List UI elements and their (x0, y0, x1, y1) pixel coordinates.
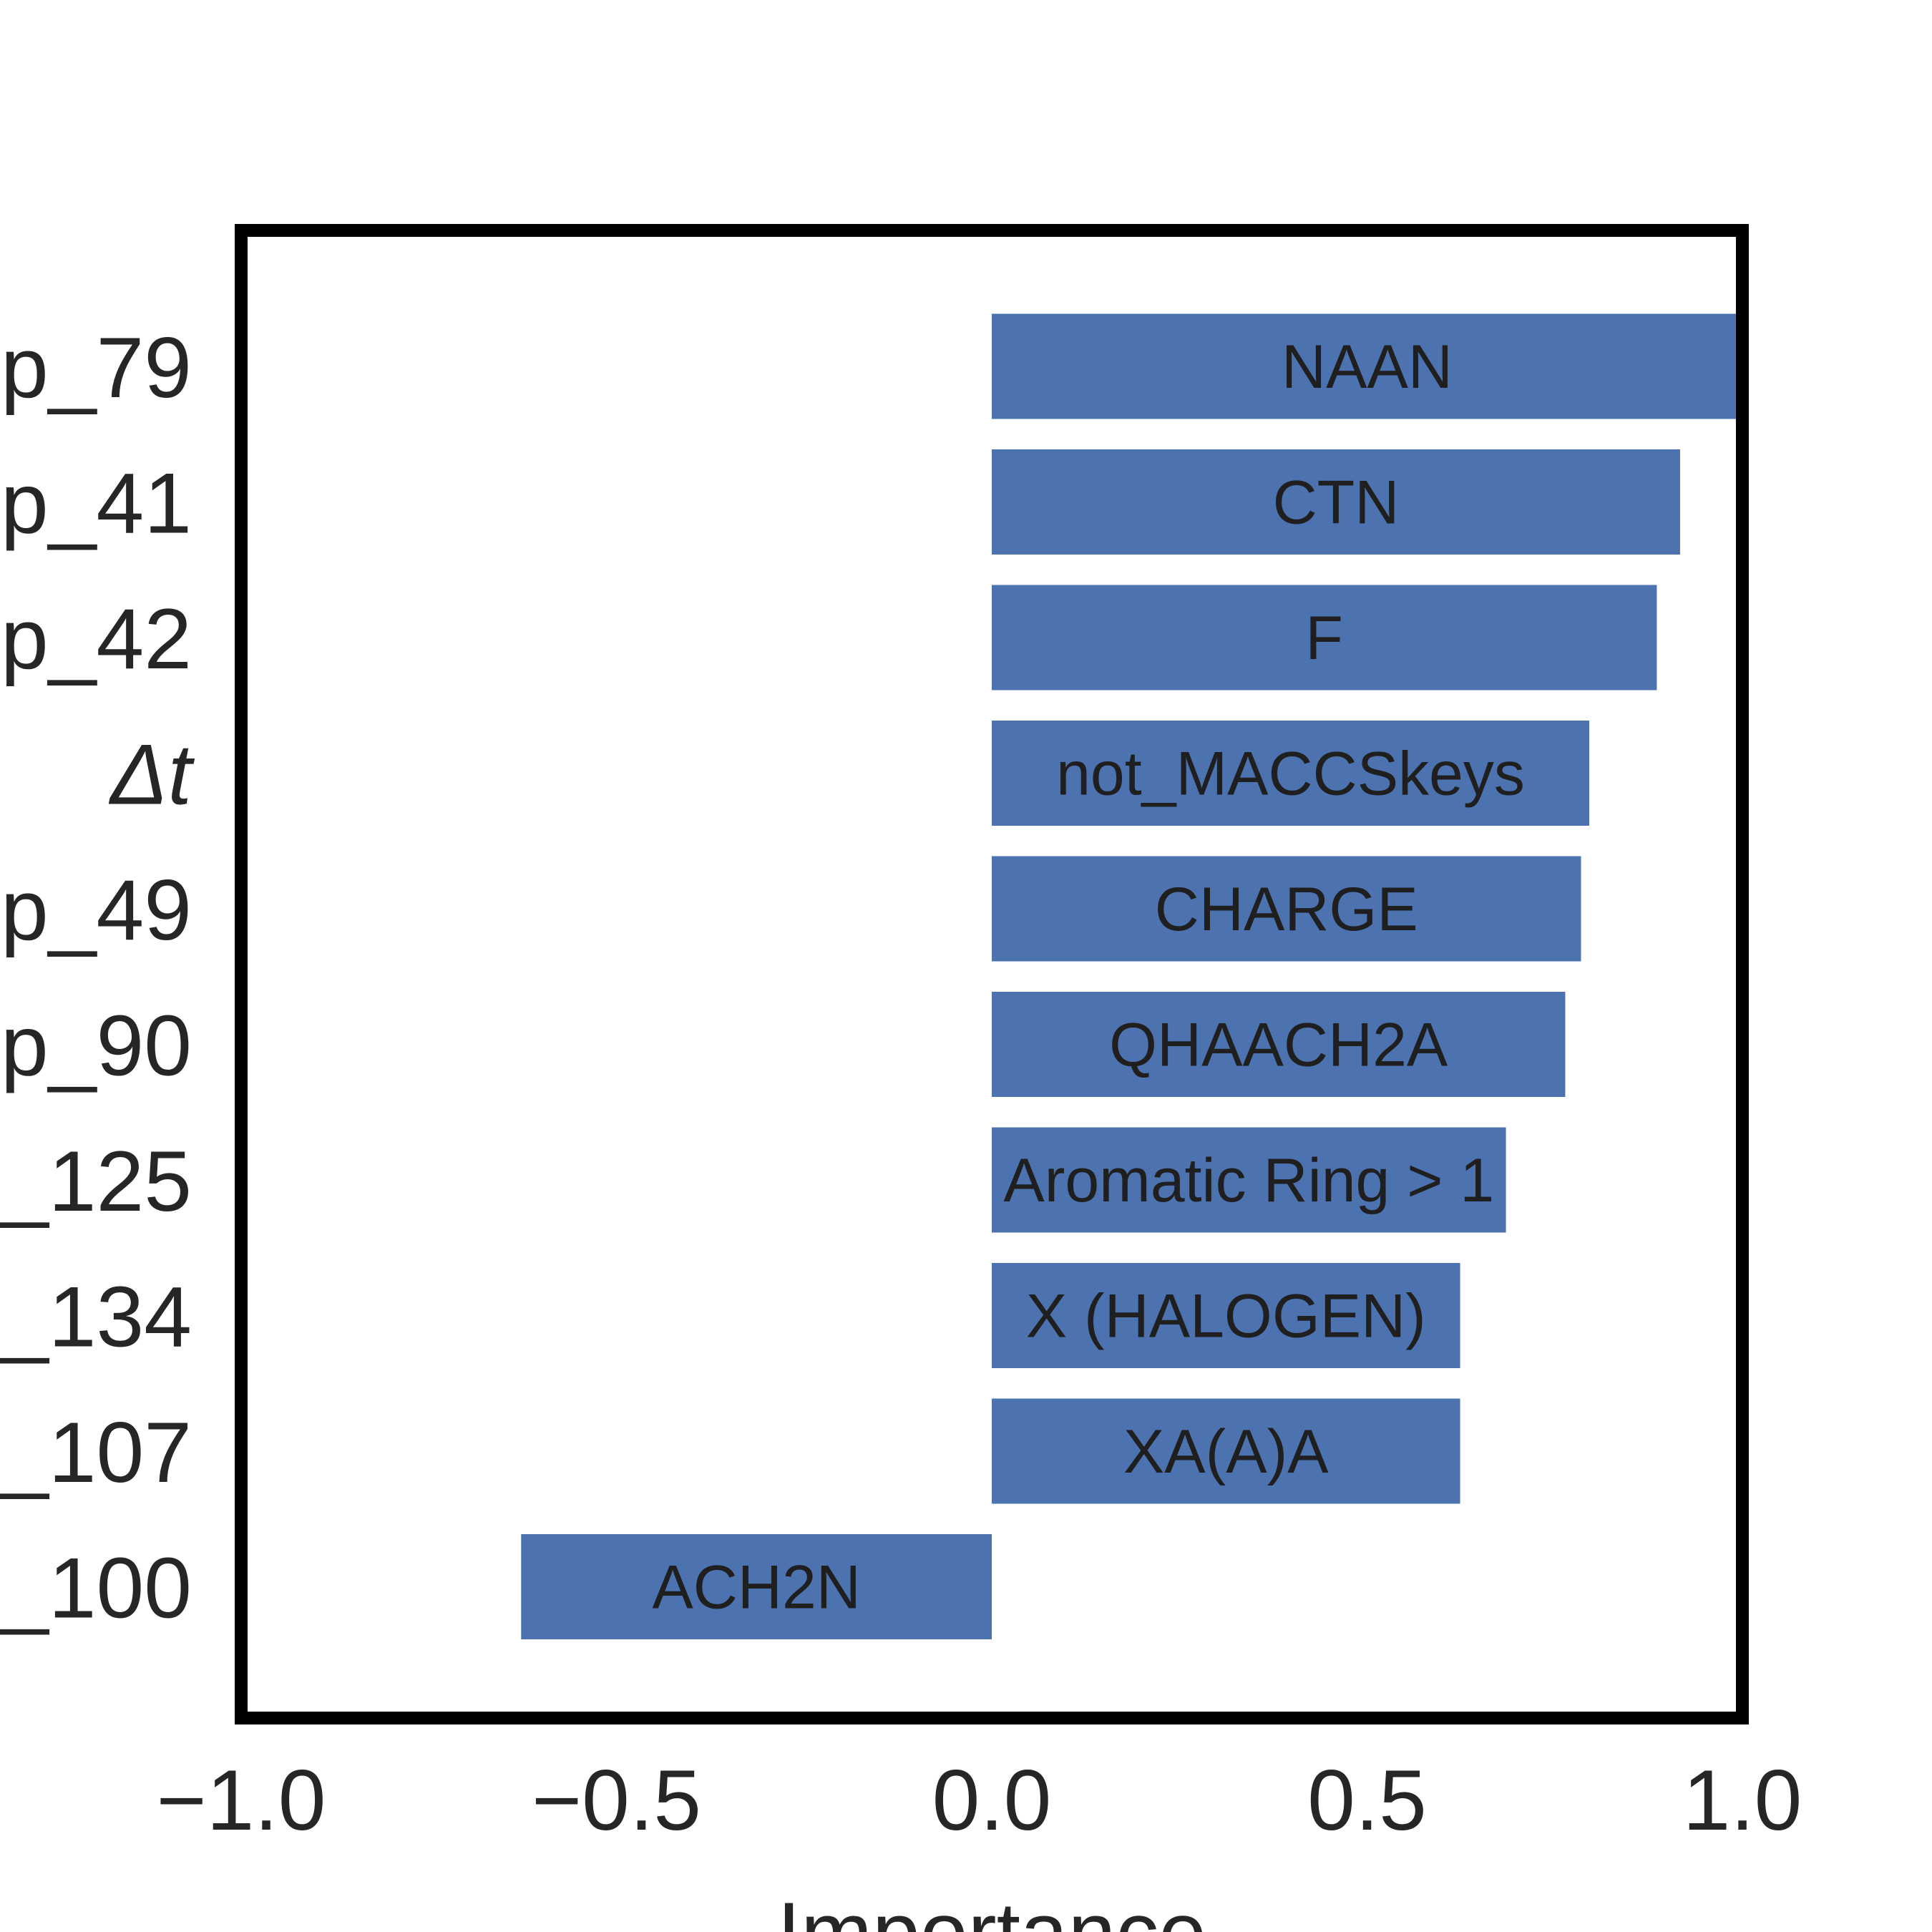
x-tick-label: −0.5 (532, 1752, 701, 1848)
bar-label: Aromatic Ring > 1 (1003, 1146, 1494, 1215)
bar (521, 1534, 992, 1639)
y-tick-label: _100 (0, 1541, 192, 1636)
bar (992, 313, 1742, 419)
bar-label: XA(A)A (1123, 1418, 1329, 1486)
bar (992, 992, 1566, 1097)
plot-frame (235, 224, 1749, 1724)
bar-label: ACH2N (652, 1553, 861, 1622)
x-tick-label: 0.0 (932, 1752, 1052, 1848)
bar (992, 1127, 1506, 1233)
x-axis-title: Importance (777, 1885, 1206, 1932)
bar-label: F (1305, 604, 1343, 673)
y-tick-label: _134 (0, 1269, 192, 1365)
bar (992, 1398, 1460, 1504)
bars-group (521, 313, 1742, 1639)
bar (992, 721, 1590, 826)
bar-label: NAAN (1282, 333, 1453, 401)
y-tick-label: p_42 (1, 591, 192, 687)
bar-label: CHARGE (1155, 875, 1418, 944)
bar (992, 1263, 1460, 1368)
x-tick-label: −1.0 (157, 1752, 326, 1848)
bar-label: X (HALOGEN) (1026, 1282, 1426, 1351)
y-tick-label: p_90 (1, 998, 192, 1094)
x-tick-labels-group: −1.0 −0.5 0.0 0.5 1.0 (157, 1752, 1802, 1848)
y-tick-label: p_49 (1, 862, 192, 958)
y-tick-label: p_79 (1, 320, 192, 416)
bar-label: not_MACCSkeys (1056, 740, 1525, 809)
y-tick-label: _125 (0, 1133, 192, 1229)
bar (992, 449, 1680, 555)
bar (992, 585, 1657, 691)
y-tick-label: p_41 (1, 456, 192, 552)
bar-label: QHAACH2A (1109, 1011, 1448, 1080)
x-tick-label: 1.0 (1683, 1752, 1802, 1848)
x-tick-label: 0.5 (1307, 1752, 1427, 1848)
y-tick-label: _107 (0, 1405, 192, 1501)
y-tick-label: Δt (108, 727, 195, 823)
y-tick-labels-group: p_79 p_41 p_42 Δt p_49 p_90 _125 _134 _107 _100 (0, 320, 195, 1636)
bar (992, 856, 1581, 962)
bar-label: CTN (1273, 469, 1400, 537)
